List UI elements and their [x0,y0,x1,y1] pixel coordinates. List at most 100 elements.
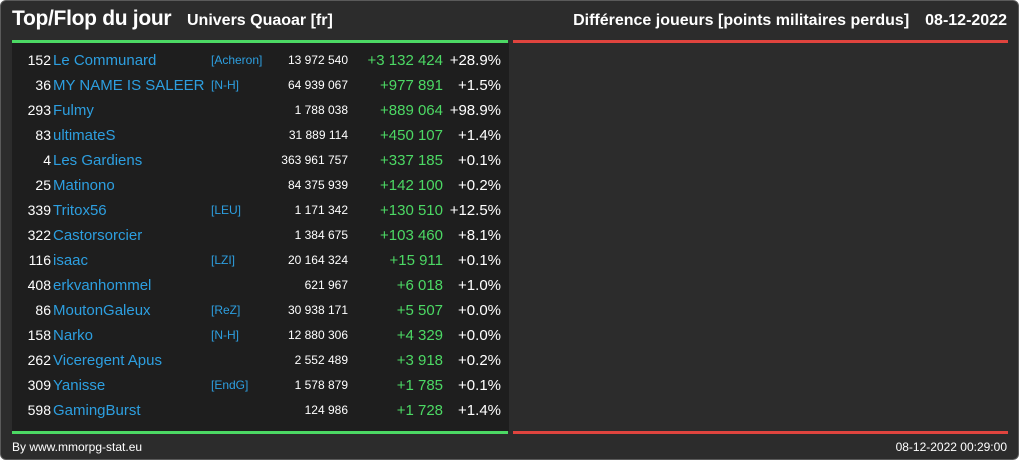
flop-list [513,43,1008,431]
player-rank: 309 [27,377,51,393]
percent-change: +0.0% [458,327,501,344]
points-difference: +4 329 [396,327,443,344]
player-name-link[interactable]: Narko [53,327,94,344]
player-name-link[interactable]: isaac [53,252,89,269]
player-rank: 86 [35,302,51,318]
player-name-link[interactable]: Fulmy [53,102,94,119]
percent-change: +0.0% [458,302,501,319]
points-difference: +142 100 [380,177,443,194]
player-points: 64 939 067 [287,78,348,92]
points-difference: +5 507 [396,302,443,319]
player-rank: 339 [27,202,51,218]
table-row: 158 Narko [N-H] 12 880 306 +4 329 +0.0% [12,323,509,348]
player-name-link[interactable]: MY NAME IS SALEER [53,77,205,94]
footer-timestamp: 08-12-2022 00:29:00 [895,440,1007,454]
top-divider-red [513,40,1008,43]
player-name-link[interactable]: Tritox56 [53,202,107,219]
player-name-link[interactable]: erkvanhommel [53,277,152,294]
percent-change: +0.1% [458,377,501,394]
player-points: 13 972 540 [287,53,348,67]
table-row: 339 Tritox56 [LEU] 1 171 342 +130 510 +12.5% [12,198,509,223]
points-difference: +130 510 [380,202,443,219]
points-difference: +1 728 [396,402,443,419]
points-difference: +6 018 [396,277,443,294]
player-points: 1 578 879 [294,378,348,392]
percent-change: +1.5% [458,77,501,94]
player-points: 84 375 939 [287,178,348,192]
source-credit: By www.mmorpg-stat.eu [12,440,143,454]
percent-change: +1.0% [458,277,501,294]
player-name-link[interactable]: Le Communard [53,52,157,69]
player-rank: 408 [27,277,51,293]
points-difference: +450 107 [380,127,443,144]
player-name-link[interactable]: Castorsorcier [53,227,143,244]
percent-change: +98.9% [449,102,501,119]
percent-change: +1.4% [458,127,501,144]
percent-change: +0.1% [458,152,501,169]
player-points: 20 164 324 [287,253,348,267]
player-rank: 262 [27,352,51,368]
table-row: 322 Castorsorcier 1 384 675 +103 460 +8.1% [12,223,509,248]
points-difference: +3 918 [396,352,443,369]
player-rank: 36 [35,77,51,93]
player-rank: 158 [27,327,51,343]
header-date: 08-12-2022 [925,12,1007,29]
table-row: 152 Le Communard [Acheron] 13 972 540 +3 132… [12,48,509,73]
points-difference: +337 185 [380,152,443,169]
universe-label: Univers Quaoar [fr] [187,12,333,29]
player-rank: 152 [27,52,51,68]
player-name-link[interactable]: Yanisse [53,377,106,394]
table-row: 4 Les Gardiens 363 961 757 +337 185 +0.1% [12,148,509,173]
table-row: 36 MY NAME IS SALEER [N-H] 64 939 067 +977 8… [12,73,509,98]
player-rank: 25 [35,177,51,193]
points-difference: +1 785 [396,377,443,394]
points-difference: +977 891 [380,77,443,94]
player-rank: 598 [27,402,51,418]
points-difference: +3 132 424 [367,52,444,69]
ranking-type-label: Différence joueurs [points militaires pe… [573,12,910,29]
player-rank: 293 [27,102,51,118]
alliance-tag-link[interactable]: [ReZ] [211,303,241,317]
player-name-link[interactable]: ultimateS [53,127,116,144]
percent-change: +8.1% [458,227,501,244]
player-rank: 83 [35,127,51,143]
page-title: Top/Flop du jour [12,7,172,30]
percent-change: +1.4% [458,402,501,419]
player-name-link[interactable]: MoutonGaleux [53,302,151,319]
table-row: 86 MoutonGaleux [ReZ] 30 938 171 +5 507 +0.0% [12,298,509,323]
player-name-link[interactable]: Matinono [53,177,115,194]
alliance-tag-link[interactable]: [N-H] [211,78,239,92]
table-row: 309 Yanisse [EndG] 1 578 879 +1 785 +0.1% [12,373,509,398]
alliance-tag-link[interactable]: [LZI] [211,253,236,267]
percent-change: +28.9% [449,52,501,69]
bottom-divider-green [12,431,508,434]
alliance-tag-link[interactable]: [N-H] [211,328,239,342]
points-difference: +15 911 [389,252,443,269]
player-points: 12 880 306 [287,328,348,342]
player-rank: 4 [43,152,51,168]
percent-change: +0.1% [458,252,501,269]
player-points: 1 171 342 [294,203,348,217]
percent-change: +12.5% [449,202,501,219]
alliance-tag-link[interactable]: [LEU] [211,203,242,217]
player-name-link[interactable]: Les Gardiens [53,152,143,169]
player-points: 363 961 757 [281,153,348,167]
table-row: 408 erkvanhommel 621 967 +6 018 +1.0% [12,273,509,298]
table-row: 116 isaac [LZI] 20 164 324 +15 911 +0.1% [12,248,509,273]
points-difference: +889 064 [380,102,443,119]
player-rank: 116 [28,252,51,268]
percent-change: +0.2% [458,352,501,369]
alliance-tag-link[interactable]: [EndG] [211,378,249,392]
player-points: 31 889 114 [288,128,348,142]
table-row: 25 Matinono 84 375 939 +142 100 +0.2% [12,173,509,198]
player-points: 1 788 038 [294,103,348,117]
table-row: 293 Fulmy 1 788 038 +889 064 +98.9% [12,98,509,123]
table-row: 83 ultimateS 31 889 114 +450 107 +1.4% [12,123,509,148]
player-name-link[interactable]: Viceregent Apus [53,352,162,369]
header-right: Différence joueurs [points militaires pe… [573,12,1007,30]
player-points: 30 938 171 [287,303,348,317]
alliance-tag-link[interactable]: [Acheron] [211,53,263,67]
player-name-link[interactable]: GamingBurst [53,402,141,419]
top-divider-green [12,40,508,43]
